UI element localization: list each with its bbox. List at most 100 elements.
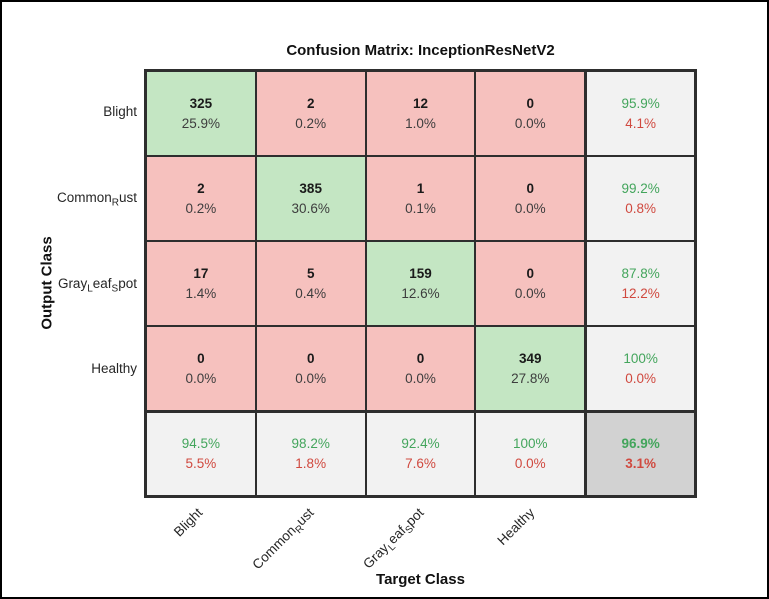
tick-text: Common xyxy=(56,190,112,205)
row-summary-r2: 87.8% 12.2% xyxy=(585,241,695,326)
summary-green-percent: 87.8% xyxy=(621,265,660,281)
summary-green-percent: 92.4% xyxy=(401,436,440,452)
summary-red-percent: 4.1% xyxy=(625,115,656,131)
matrix-cell-r2c3: 0 0.0% xyxy=(475,241,586,326)
matrix-cell-r1c2: 1 0.1% xyxy=(365,156,476,241)
matrix-cell-r1c3: 0 0.0% xyxy=(475,156,586,241)
cell-count: 17 xyxy=(193,265,209,281)
cell-percent: 0.1% xyxy=(405,200,436,216)
col-summary-c2: 92.4% 7.6% xyxy=(365,411,476,496)
summary-red-percent: 0.0% xyxy=(625,370,656,386)
summary-red-percent: 12.2% xyxy=(621,285,660,301)
matrix-cell-r2c1: 5 0.4% xyxy=(255,241,366,326)
matrix-cell-r0c0: 325 25.9% xyxy=(146,71,256,156)
x-axis-label: Target Class xyxy=(376,571,465,588)
cell-percent: 27.8% xyxy=(511,370,550,386)
cell-count: 2 xyxy=(306,95,315,111)
summary-green-percent: 100% xyxy=(513,436,548,452)
summary-green-percent: 94.5% xyxy=(181,436,221,452)
cell-percent: 0.0% xyxy=(514,115,546,131)
summary-red-percent: 1.8% xyxy=(295,456,327,471)
summary-red-percent: 0.8% xyxy=(625,200,656,216)
cell-count: 325 xyxy=(189,95,213,111)
tick-text: Healthy xyxy=(91,361,137,376)
matrix-cell-r1c0: 2 0.2% xyxy=(146,156,256,241)
cell-percent: 12.6% xyxy=(401,285,440,301)
cell-percent: 0.0% xyxy=(405,370,436,386)
matrix-cell-r3c3: 349 27.8% xyxy=(475,326,586,411)
cell-count: 0 xyxy=(526,180,535,196)
overall-error-percent: 3.1% xyxy=(625,456,656,471)
summary-green-percent: 95.9% xyxy=(621,95,660,111)
chart-title: Confusion Matrix: InceptionResNetV2 xyxy=(286,42,555,59)
cell-percent: 1.0% xyxy=(405,115,436,131)
cell-count: 12 xyxy=(412,95,428,111)
overall-accuracy-cell: 96.9% 3.1% xyxy=(585,411,695,496)
cell-count: 349 xyxy=(519,350,542,366)
cell-count: 0 xyxy=(526,95,535,111)
col-summary-c0: 94.5% 5.5% xyxy=(146,411,256,496)
matrix-cell-r3c2: 0 0.0% xyxy=(365,326,476,411)
matrix-cell-r2c0: 17 1.4% xyxy=(146,241,256,326)
matrix-cell-r0c3: 0 0.0% xyxy=(475,71,586,156)
matrix-cell-r0c1: 2 0.2% xyxy=(255,71,366,156)
matrix-cell-r0c2: 12 1.0% xyxy=(365,71,476,156)
matrix-cell-r2c2: 159 12.6% xyxy=(365,241,476,326)
cell-percent: 0.0% xyxy=(514,200,546,216)
cell-percent: 30.6% xyxy=(291,200,330,216)
cell-count: 1 xyxy=(416,180,425,196)
tick-text: pot xyxy=(118,276,137,291)
summary-red-percent: 5.5% xyxy=(185,456,217,471)
tick-text: Blight xyxy=(171,505,206,540)
cell-count: 385 xyxy=(299,180,322,196)
col-summary-c1: 98.2% 1.8% xyxy=(255,411,366,496)
matrix-cell-r3c0: 0 0.0% xyxy=(146,326,256,411)
overall-accuracy-percent: 96.9% xyxy=(621,436,660,452)
cell-percent: 0.2% xyxy=(185,200,217,216)
row-tick-healthy: Healthy xyxy=(2,360,137,378)
cell-count: 0 xyxy=(526,265,535,281)
matrix-cell-r1c1: 385 30.6% xyxy=(255,156,366,241)
cell-count: 2 xyxy=(197,180,205,196)
tick-text: ust xyxy=(118,190,137,205)
cell-percent: 1.4% xyxy=(185,285,217,301)
tick-subscript: R xyxy=(111,197,119,209)
row-summary-r3: 100% 0.0% xyxy=(585,326,695,411)
cell-count: 159 xyxy=(409,265,432,281)
cell-count: 0 xyxy=(416,350,425,366)
row-tick-blight: Blight xyxy=(2,103,137,121)
summary-green-percent: 100% xyxy=(623,350,658,366)
row-tick-gray-leaf-spot: GrayLeafSpot xyxy=(2,275,137,295)
cell-percent: 0.0% xyxy=(295,370,327,386)
row-summary-r1: 99.2% 0.8% xyxy=(585,156,695,241)
cell-percent: 0.2% xyxy=(295,115,327,131)
confusion-matrix-grid: 325 25.9% 2 0.2% 12 1.0% 0 0.0% 95.9% 4.1% 2 0… xyxy=(144,69,697,498)
cell-percent: 25.9% xyxy=(181,115,221,131)
tick-text: Blight xyxy=(103,104,137,119)
summary-green-percent: 98.2% xyxy=(291,436,330,452)
matrix-cell-r3c1: 0 0.0% xyxy=(255,326,366,411)
col-summary-c3: 100% 0.0% xyxy=(475,411,586,496)
tick-subscript: L xyxy=(87,283,93,295)
tick-text: eaf xyxy=(92,276,112,291)
cell-percent: 0.4% xyxy=(295,285,327,301)
tick-text: Healthy xyxy=(494,505,538,548)
cell-count: 0 xyxy=(197,350,205,366)
tick-text: Gray xyxy=(57,276,88,291)
cell-percent: 0.0% xyxy=(514,285,546,301)
cell-percent: 0.0% xyxy=(185,370,217,386)
tick-text: Common xyxy=(249,522,299,573)
tick-subscript: S xyxy=(111,283,119,295)
summary-red-percent: 7.6% xyxy=(405,456,436,471)
cell-count: 5 xyxy=(306,265,315,281)
row-tick-common-rust: CommonRust xyxy=(2,189,137,209)
col-tick-blight: Blight xyxy=(171,505,205,539)
row-summary-r0: 95.9% 4.1% xyxy=(585,71,695,156)
summary-green-percent: 99.2% xyxy=(621,180,660,196)
col-tick-common-rust: CommonRust xyxy=(249,505,319,575)
col-tick-healthy: Healthy xyxy=(495,505,538,548)
cell-count: 0 xyxy=(306,350,315,366)
col-tick-gray-leaf-spot: GrayLeafSpot xyxy=(360,505,429,574)
summary-red-percent: 0.0% xyxy=(514,456,546,471)
